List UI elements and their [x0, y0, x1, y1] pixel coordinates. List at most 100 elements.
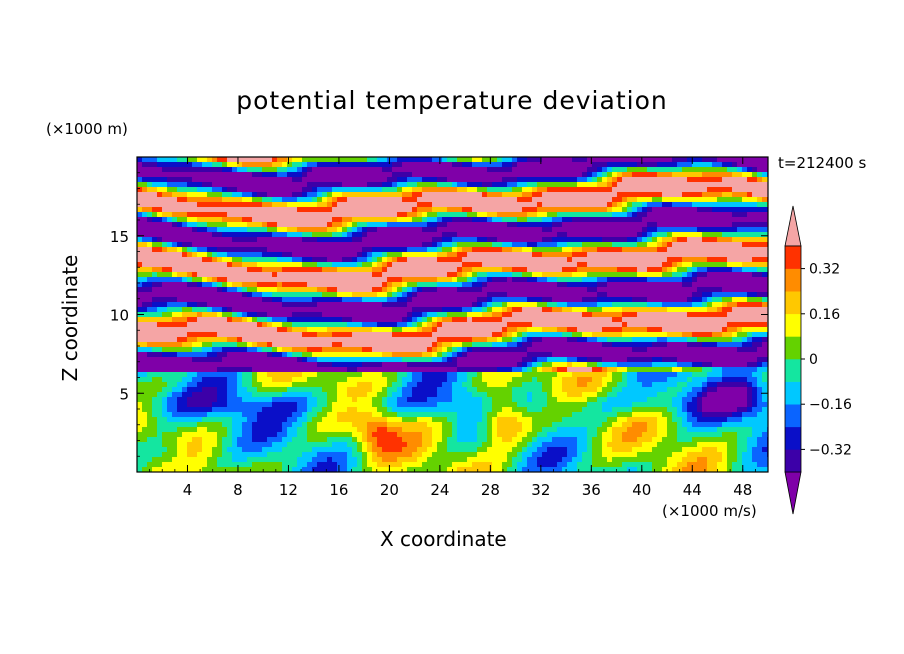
- field-cell: [482, 267, 488, 273]
- field-cell: [342, 212, 348, 218]
- field-cell: [457, 182, 463, 188]
- field-cell: [152, 302, 158, 308]
- field-cell: [657, 217, 663, 223]
- field-cell: [407, 267, 413, 273]
- field-cell: [252, 352, 258, 358]
- field-cell: [377, 292, 383, 298]
- field-cell: [747, 217, 753, 223]
- field-cell: [452, 287, 458, 293]
- field-cell: [537, 292, 543, 298]
- field-cell: [452, 182, 458, 188]
- field-cell: [157, 187, 163, 193]
- field-cell: [427, 332, 433, 338]
- field-cell: [522, 307, 528, 313]
- field-cell: [612, 317, 618, 323]
- field-cell: [577, 212, 583, 218]
- field-cell: [757, 322, 763, 328]
- field-cell: [702, 302, 708, 308]
- field-cell: [697, 317, 703, 323]
- field-cell: [287, 337, 293, 343]
- field-cell: [347, 227, 353, 233]
- field-cell: [547, 167, 553, 173]
- field-cell: [752, 337, 758, 343]
- field-cell: [622, 337, 628, 343]
- field-cell: [152, 307, 158, 313]
- field-cell: [307, 252, 313, 258]
- field-cell: [307, 347, 313, 353]
- field-cell: [692, 327, 698, 333]
- field-cell: [522, 187, 528, 193]
- field-cell: [437, 232, 443, 238]
- field-cell: [342, 157, 348, 163]
- field-cell: [297, 317, 303, 323]
- field-cell: [282, 347, 288, 353]
- field-cell: [672, 292, 678, 298]
- field-cell: [692, 192, 698, 198]
- field-cell: [192, 322, 198, 328]
- field-cell: [327, 347, 333, 353]
- field-cell: [737, 247, 743, 253]
- field-cell: [332, 162, 338, 168]
- field-cell: [692, 227, 698, 233]
- field-cell: [427, 202, 433, 208]
- field-cell: [417, 277, 423, 283]
- field-cell: [382, 192, 388, 198]
- field-cell: [262, 342, 268, 348]
- field-cell: [372, 332, 378, 338]
- field-cell: [572, 242, 578, 248]
- field-cell: [652, 272, 658, 278]
- field-cell: [727, 317, 733, 323]
- field-cell: [637, 182, 643, 188]
- field-cell: [747, 257, 753, 263]
- field-cell: [367, 307, 373, 313]
- field-cell: [622, 162, 628, 168]
- field-cell: [212, 332, 218, 338]
- field-cell: [602, 237, 608, 243]
- field-cell: [672, 222, 678, 228]
- field-cell: [662, 207, 668, 213]
- field-cell: [192, 207, 198, 213]
- field-cell: [677, 182, 683, 188]
- field-cell: [277, 332, 283, 338]
- field-cell: [632, 267, 638, 273]
- field-cell: [572, 277, 578, 283]
- field-cell: [442, 302, 448, 308]
- field-cell: [762, 292, 768, 298]
- field-cell: [567, 162, 573, 168]
- field-cell: [187, 307, 193, 313]
- field-cell: [577, 217, 583, 223]
- field-cell: [432, 292, 438, 298]
- field-cell: [617, 317, 623, 323]
- field-cell: [702, 237, 708, 243]
- field-cell: [282, 197, 288, 203]
- field-cell: [687, 342, 693, 348]
- field-cell: [597, 242, 603, 248]
- field-cell: [242, 232, 248, 238]
- field-cell: [192, 247, 198, 253]
- field-cell: [367, 172, 373, 178]
- field-cell: [632, 227, 638, 233]
- field-cell: [617, 292, 623, 298]
- field-cell: [447, 332, 453, 338]
- field-cell: [227, 307, 233, 313]
- field-cell: [637, 162, 643, 168]
- field-cell: [507, 162, 513, 168]
- field-cell: [522, 252, 528, 258]
- field-cell: [252, 302, 258, 308]
- field-cell: [267, 187, 273, 193]
- field-cell: [282, 202, 288, 208]
- field-cell: [147, 222, 153, 228]
- field-cell: [617, 167, 623, 173]
- field-cell: [192, 192, 198, 198]
- field-cell: [762, 317, 768, 323]
- field-cell: [272, 197, 278, 203]
- field-cell: [602, 197, 608, 203]
- field-cell: [727, 227, 733, 233]
- field-cell: [622, 172, 628, 178]
- field-cell: [567, 312, 573, 318]
- field-cell: [707, 257, 713, 263]
- field-cell: [402, 302, 408, 308]
- field-cell: [222, 287, 228, 293]
- field-cell: [352, 187, 358, 193]
- field-cell: [602, 317, 608, 323]
